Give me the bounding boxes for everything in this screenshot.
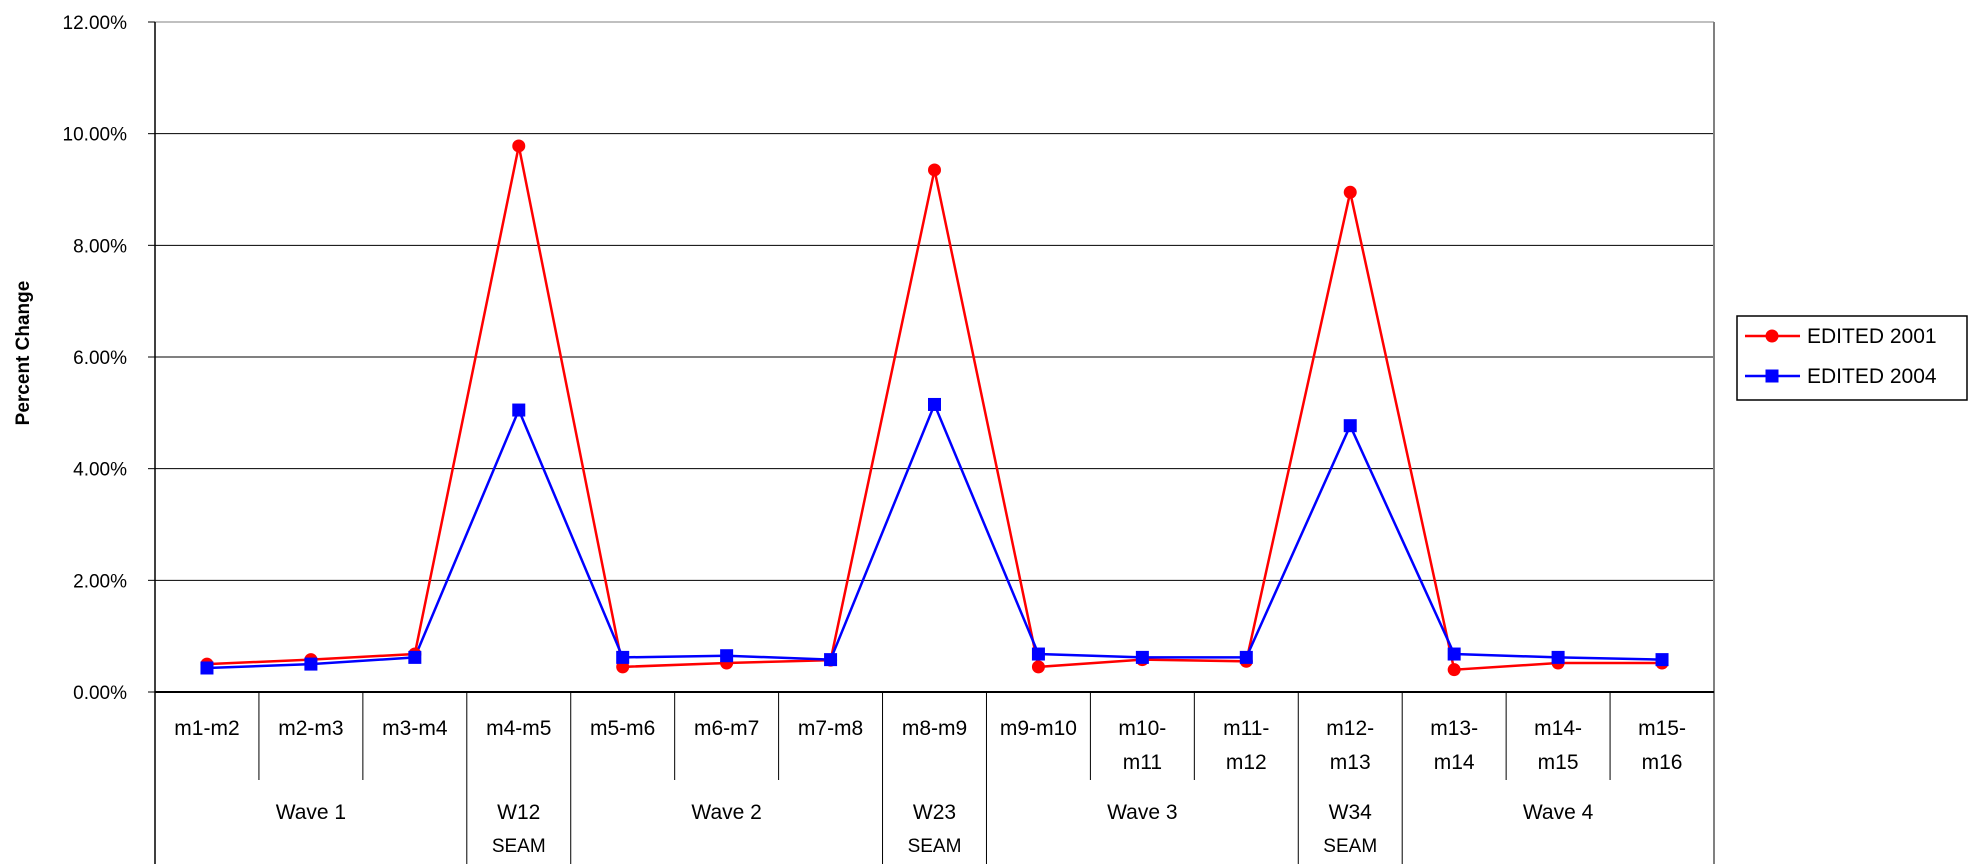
data-point xyxy=(1447,663,1461,677)
data-point xyxy=(512,139,526,153)
category-label: m8-m9 xyxy=(902,717,967,740)
y-tick-label: 10.00% xyxy=(63,125,128,146)
category-label: m5-m6 xyxy=(590,717,655,740)
category-label: m12 xyxy=(1226,751,1267,774)
data-point xyxy=(1135,650,1149,664)
group-label: W23 xyxy=(913,801,956,824)
y-tick-label: 4.00% xyxy=(73,460,127,481)
category-label: m16 xyxy=(1642,751,1683,774)
data-point xyxy=(1239,650,1253,664)
category-label: m11 xyxy=(1123,751,1162,774)
y-axis: 0.00% 2.00% 4.00% 6.00% 8.00% 10.00% 12.00% xyxy=(63,13,1714,864)
legend: EDITED 2001 EDITED 2004 xyxy=(1736,315,1968,401)
category-label: m3-m4 xyxy=(382,717,448,740)
group-label: Wave 2 xyxy=(691,801,761,824)
group-sublabel: SEAM xyxy=(1323,836,1377,857)
category-label: m2-m3 xyxy=(278,717,343,740)
category-label: m9-m10 xyxy=(1000,717,1077,740)
category-label: m13 xyxy=(1330,751,1371,774)
group-label: W12 xyxy=(497,801,540,824)
category-label: m14 xyxy=(1434,751,1475,774)
y-axis-title: Percent Change xyxy=(13,281,34,426)
y-tick-label: 2.00% xyxy=(73,571,127,592)
data-point xyxy=(304,657,318,671)
category-table: m1-m2 m2-m3 m3-m4 m4-m5 m5-m6 m6-m7 m7-m8 m8-m9… xyxy=(174,692,1715,864)
data-point xyxy=(1031,647,1045,661)
category-label: m15 xyxy=(1538,751,1579,774)
category-label: m13- xyxy=(1430,717,1478,740)
data-point xyxy=(824,653,838,667)
legend-label: EDITED 2004 xyxy=(1807,365,1937,388)
series-markers xyxy=(200,139,1669,677)
legend-box xyxy=(1736,315,1968,401)
data-point xyxy=(616,650,630,664)
data-point xyxy=(1343,419,1357,433)
data-point xyxy=(512,403,526,417)
category-label: m12- xyxy=(1326,717,1374,740)
group-label: W34 xyxy=(1329,801,1373,824)
data-point xyxy=(928,163,941,177)
data-point xyxy=(1551,650,1565,664)
category-label: m10- xyxy=(1118,717,1166,740)
data-point xyxy=(200,661,214,675)
group-sublabel: SEAM xyxy=(492,836,546,857)
category-label: m11- xyxy=(1223,717,1269,740)
y-tick-label: 0.00% xyxy=(73,683,127,704)
legend-marker xyxy=(1765,369,1779,383)
y-tick-label: 6.00% xyxy=(73,348,127,369)
group-label: Wave 1 xyxy=(276,801,346,824)
y-tick-label: 8.00% xyxy=(73,236,127,257)
group-sublabel: SEAM xyxy=(908,836,962,857)
category-label: m6-m7 xyxy=(694,717,759,740)
gridlines xyxy=(155,21,1715,692)
data-point xyxy=(720,649,734,663)
series-line xyxy=(206,401,1663,670)
data-point xyxy=(408,650,422,664)
data-point xyxy=(1343,185,1357,199)
category-label: m1-m2 xyxy=(174,717,239,740)
data-point xyxy=(928,397,941,411)
y-tick-label: 12.00% xyxy=(63,13,128,34)
category-label: m15- xyxy=(1638,717,1686,740)
group-label: Wave 3 xyxy=(1107,801,1177,824)
legend-marker xyxy=(1765,329,1779,343)
group-label: Wave 4 xyxy=(1523,801,1594,824)
data-point xyxy=(1031,660,1045,674)
category-label: m4-m5 xyxy=(486,717,551,740)
data-point xyxy=(1655,653,1669,667)
category-label: m14- xyxy=(1534,717,1582,740)
legend-label: EDITED 2001 xyxy=(1807,325,1937,348)
category-label: m7-m8 xyxy=(798,717,863,740)
data-point xyxy=(1447,647,1461,661)
